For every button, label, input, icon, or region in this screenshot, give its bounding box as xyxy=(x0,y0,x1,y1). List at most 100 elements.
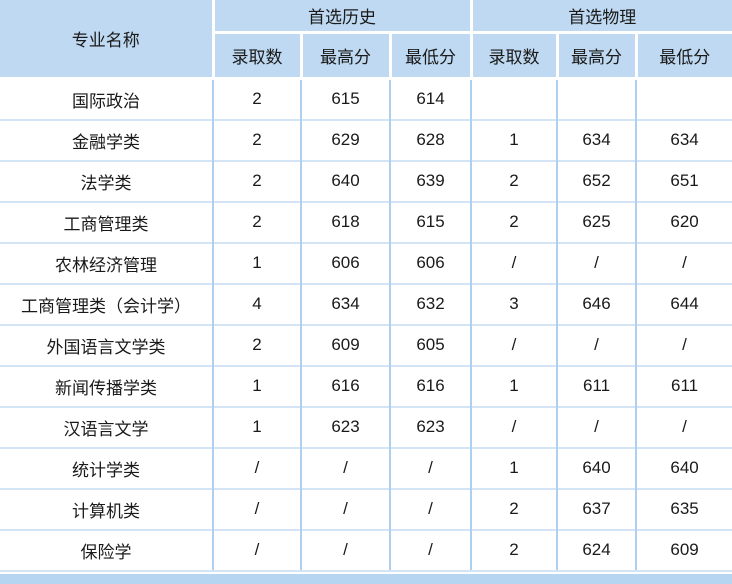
history-min-cell: / xyxy=(388,528,472,572)
table-row: 统计学类 / //1 640 640 xyxy=(0,446,732,489)
physics-min-cell: / xyxy=(635,323,732,366)
physics-min-cell: 620 xyxy=(635,200,732,243)
physics-max-cell: 652 xyxy=(556,159,637,202)
physics-min-cell: 651 xyxy=(635,159,732,202)
history-min-cell: 606 xyxy=(388,241,472,284)
physics-count-cell: 1 xyxy=(470,118,558,161)
history-max-cell: 618 xyxy=(300,200,390,243)
history-max-cell: 616 xyxy=(300,364,390,407)
history-count-cell: 2 xyxy=(212,200,301,243)
physics-max-cell xyxy=(556,78,637,120)
history-count-cell: 2 xyxy=(212,323,301,366)
major-name-cell: 保险学 xyxy=(0,528,213,572)
column-header-history-max: 最高分 xyxy=(299,30,390,80)
physics-max-cell: / xyxy=(556,241,637,284)
table-row: 国际政治 2 615 614 xyxy=(0,78,732,120)
history-max-cell: 606 xyxy=(300,241,390,284)
history-min-cell: 623 xyxy=(388,405,472,448)
history-min-cell: 605 xyxy=(388,323,472,366)
physics-max-cell: 640 xyxy=(556,446,637,489)
physics-count-cell: 2 xyxy=(470,528,558,572)
table-row: 工商管理类（会计学） 4 634 632 3 646 644 xyxy=(0,282,732,325)
table-row: 工商管理类 2 618 615 2 625 620 xyxy=(0,200,732,243)
history-min-cell: / xyxy=(388,446,472,489)
physics-max-cell: 611 xyxy=(556,364,637,407)
column-header-major: 专业名称 xyxy=(0,0,215,80)
physics-min-cell: 609 xyxy=(635,528,732,572)
physics-max-cell: / xyxy=(556,405,637,448)
major-name-cell: 工商管理类 xyxy=(0,200,213,243)
physics-min-cell: 634 xyxy=(635,118,732,161)
partial-next-row-strip xyxy=(0,573,732,584)
column-header-physics-min: 最低分 xyxy=(634,30,732,80)
physics-count-cell: 2 xyxy=(470,200,558,243)
physics-count-cell: 3 xyxy=(470,282,558,325)
table-body: 国际政治 2 615 614 金融学类 2 629 628 1 634 634 法学类 2 640 639 2… xyxy=(0,78,732,572)
major-name-cell: 农林经济管理 xyxy=(0,241,213,284)
history-min-cell: 616 xyxy=(388,364,472,407)
history-count-cell: 1 xyxy=(212,405,301,448)
group-header-history: 首选历史 xyxy=(211,0,472,34)
history-max-cell: / xyxy=(300,446,390,489)
major-name-cell: 新闻传播学类 xyxy=(0,364,213,407)
physics-min-cell: 611 xyxy=(635,364,732,407)
physics-min-cell: 640 xyxy=(635,446,732,489)
physics-count-cell xyxy=(470,78,558,120)
physics-max-cell: / xyxy=(556,323,637,366)
score-table: 专业名称 首选历史 首选物理 录取数 最高分 最低分 录取数 最高分 最低分 国… xyxy=(0,0,732,572)
history-min-cell: 614 xyxy=(388,78,472,120)
table-row: 农林经济管理 1 606 606// / xyxy=(0,241,732,284)
major-name-cell: 工商管理类（会计学） xyxy=(0,282,213,325)
physics-max-cell: 637 xyxy=(556,487,637,530)
history-count-cell: 2 xyxy=(212,118,301,161)
history-count-cell: / xyxy=(212,446,301,489)
history-max-cell: 623 xyxy=(300,405,390,448)
physics-max-cell: 634 xyxy=(556,118,637,161)
history-count-cell: / xyxy=(212,528,301,572)
table-row: 金融学类 2 629 628 1 634 634 xyxy=(0,118,732,161)
table-header: 专业名称 首选历史 首选物理 录取数 最高分 最低分 录取数 最高分 最低分 xyxy=(0,0,732,80)
table-row: 保险学 / //2 624 609 xyxy=(0,528,732,572)
history-max-cell: 615 xyxy=(300,78,390,120)
physics-max-cell: 624 xyxy=(556,528,637,572)
history-max-cell: / xyxy=(300,528,390,572)
sub-header-row: 录取数 最高分 最低分 录取数 最高分 最低分 xyxy=(0,30,732,80)
history-count-cell: / xyxy=(212,487,301,530)
physics-max-cell: 625 xyxy=(556,200,637,243)
major-name-cell: 计算机类 xyxy=(0,487,213,530)
table-row: 外国语言文学类 2 609 605// / xyxy=(0,323,732,366)
history-min-cell: / xyxy=(388,487,472,530)
column-header-physics-max: 最高分 xyxy=(555,30,637,80)
table-row: 新闻传播学类 1 616 616 1 611 611 xyxy=(0,364,732,407)
group-header-physics: 首选物理 xyxy=(469,0,732,34)
history-count-cell: 4 xyxy=(212,282,301,325)
column-header-history-count: 录取数 xyxy=(213,30,301,80)
history-max-cell: 629 xyxy=(300,118,390,161)
history-count-cell: 2 xyxy=(212,159,301,202)
group-header-row: 专业名称 首选历史 首选物理 xyxy=(0,0,732,80)
history-max-cell: / xyxy=(300,487,390,530)
major-name-cell: 法学类 xyxy=(0,159,213,202)
history-count-cell: 2 xyxy=(212,78,301,120)
physics-min-cell: / xyxy=(635,405,732,448)
column-header-history-min: 最低分 xyxy=(388,30,472,80)
physics-min-cell: 644 xyxy=(635,282,732,325)
history-min-cell: 632 xyxy=(388,282,472,325)
physics-count-cell: / xyxy=(470,241,558,284)
table-row: 法学类 2 640 639 2 652 651 xyxy=(0,159,732,202)
history-max-cell: 609 xyxy=(300,323,390,366)
history-min-cell: 628 xyxy=(388,118,472,161)
physics-min-cell: 635 xyxy=(635,487,732,530)
history-min-cell: 639 xyxy=(388,159,472,202)
major-name-cell: 汉语言文学 xyxy=(0,405,213,448)
physics-count-cell: 1 xyxy=(470,446,558,489)
physics-max-cell: 646 xyxy=(556,282,637,325)
physics-count-cell: / xyxy=(470,405,558,448)
major-name-cell: 金融学类 xyxy=(0,118,213,161)
history-count-cell: 1 xyxy=(212,364,301,407)
history-min-cell: 615 xyxy=(388,200,472,243)
physics-count-cell: 2 xyxy=(470,487,558,530)
major-name-cell: 国际政治 xyxy=(0,78,213,120)
history-max-cell: 634 xyxy=(300,282,390,325)
